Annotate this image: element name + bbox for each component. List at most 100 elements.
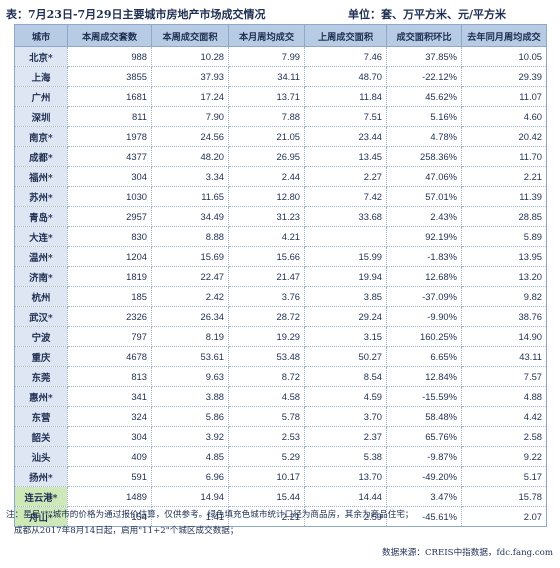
column-header-monthly-avg: 本月周均成交: [228, 24, 305, 47]
value-cell: 37.93: [151, 66, 229, 87]
column-header-weekly-units: 本周成交套数: [67, 24, 152, 47]
value-cell: 58.48%: [386, 406, 462, 427]
footnote-line-1: 注：星号"*"城市的价格为通过报价估算，仅供参考。绿色填充色城市统计口径为商品房…: [6, 510, 414, 520]
value-cell: 258.36%: [386, 146, 462, 167]
column-header-last-week-area: 上周成交面积: [304, 24, 387, 47]
value-cell: 7.90: [151, 106, 229, 127]
value-cell: 5.86: [151, 406, 229, 427]
city-cell: 东莞: [14, 366, 68, 387]
column-header-weekly-area: 本周成交面积: [151, 24, 229, 47]
value-cell: 11.39: [461, 186, 547, 207]
value-cell: 6.65%: [386, 346, 462, 367]
value-cell: 13.70: [304, 466, 387, 487]
value-cell: 409: [67, 446, 152, 467]
value-cell: 185: [67, 286, 152, 307]
value-cell: 4.59: [304, 386, 387, 407]
value-cell: 1681: [67, 86, 152, 107]
table-row: 舟山* 154 1.41 2.21 2.59 -45.61% 2.07: [14, 506, 547, 527]
value-cell: 13.20: [461, 266, 547, 287]
table-row: 连云港* 1489 14.94 15.44 14.44 3.47% 15.78: [14, 486, 547, 507]
value-cell: 7.88: [228, 106, 305, 127]
value-cell: 813: [67, 366, 152, 387]
table-row: 福州* 304 3.34 2.44 2.27 47.06% 2.21: [14, 166, 547, 187]
value-cell: 12.68%: [386, 266, 462, 287]
value-cell: 38.76: [461, 306, 547, 327]
city-cell: 福州*: [14, 166, 68, 187]
value-cell: 9.63: [151, 366, 229, 387]
column-header-last-year-avg: 去年同月周均成交: [461, 24, 547, 47]
value-cell: 4.42: [461, 406, 547, 427]
value-cell: 3.76: [228, 286, 305, 307]
value-cell: 12.84%: [386, 366, 462, 387]
value-cell: 13.71: [228, 86, 305, 107]
city-cell: 韶关: [14, 426, 68, 447]
value-cell: 304: [67, 426, 152, 447]
transaction-table: 城市 本周成交套数 本周成交面积 本月周均成交 上周成交面积 成交面积环比 去年…: [14, 24, 547, 527]
city-cell: 广州: [14, 86, 68, 107]
value-cell: 48.70: [304, 66, 387, 87]
table-row: 汕头 409 4.85 5.29 5.38 -9.87% 9.22: [14, 446, 547, 467]
value-cell: -49.20%: [386, 466, 462, 487]
table-row: 温州* 1204 15.69 15.66 15.99 -1.83% 13.95: [14, 246, 547, 267]
value-cell: 21.47: [228, 266, 305, 287]
value-cell: 26.95: [228, 146, 305, 167]
column-header-city: 城市: [14, 24, 68, 47]
value-cell: -45.61%: [386, 506, 462, 527]
value-cell: 160.25%: [386, 326, 462, 347]
value-cell: 8.88: [151, 226, 229, 247]
value-cell: 9.82: [461, 286, 547, 307]
value-cell: 21.05: [228, 126, 305, 147]
value-cell: 29.39: [461, 66, 547, 87]
value-cell: 4.78%: [386, 126, 462, 147]
value-cell: 2.07: [461, 506, 547, 527]
footnote-line-2: 成都从2017年8月14日起，启用"11+2"个城区成交数据；: [14, 526, 239, 536]
value-cell: 4377: [67, 146, 152, 167]
value-cell: 2.58: [461, 426, 547, 447]
table-row: 东莞 813 9.63 8.72 8.54 12.84% 7.57: [14, 366, 547, 387]
value-cell: 23.44: [304, 126, 387, 147]
city-cell: 重庆: [14, 346, 68, 367]
table-title: 表：7月23日-7月29日主要城市房地产市场成交情况: [6, 8, 266, 21]
table-row: 东营 324 5.86 5.78 3.70 58.48% 4.42: [14, 406, 547, 427]
value-cell: 4.85: [151, 446, 229, 467]
table-row: 重庆 4678 53.61 53.48 50.27 6.65% 43.11: [14, 346, 547, 367]
value-cell: 7.46: [304, 46, 387, 67]
value-cell: 92.19%: [386, 226, 462, 247]
table-row: 广州 1681 17.24 13.71 11.84 45.62% 11.07: [14, 86, 547, 107]
value-cell: 2.42: [151, 286, 229, 307]
city-cell: 武汉*: [14, 306, 68, 327]
value-cell: 2.21: [461, 166, 547, 187]
value-cell: 7.57: [461, 366, 547, 387]
value-cell: -9.87%: [386, 446, 462, 467]
value-cell: 341: [67, 386, 152, 407]
value-cell: 50.27: [304, 346, 387, 367]
value-cell: 2.59: [304, 506, 387, 527]
table-row: 济南* 1819 22.47 21.47 19.94 12.68% 13.20: [14, 266, 547, 287]
value-cell: 17.24: [151, 86, 229, 107]
value-cell: 8.54: [304, 366, 387, 387]
value-cell: -15.59%: [386, 386, 462, 407]
value-cell: -37.09%: [386, 286, 462, 307]
value-cell: 28.72: [228, 306, 305, 327]
city-cell: 舟山*: [14, 506, 68, 527]
value-cell: 5.29: [228, 446, 305, 467]
value-cell: 31.23: [228, 206, 305, 227]
value-cell: 53.48: [228, 346, 305, 367]
value-cell: 34.11: [228, 66, 305, 87]
value-cell: 47.06%: [386, 166, 462, 187]
value-cell: 65.76%: [386, 426, 462, 447]
value-cell: 5.78: [228, 406, 305, 427]
table-body: 北京* 988 10.28 7.99 7.46 37.85% 10.05 上海 3855 37.9…: [14, 46, 547, 527]
value-cell: 3.70: [304, 406, 387, 427]
value-cell: 15.66: [228, 246, 305, 267]
value-cell: 15.78: [461, 486, 547, 507]
value-cell: 43.11: [461, 346, 547, 367]
value-cell: 11.65: [151, 186, 229, 207]
value-cell: 4.58: [228, 386, 305, 407]
city-cell: 温州*: [14, 246, 68, 267]
value-cell: 3.85: [304, 286, 387, 307]
value-cell: 11.70: [461, 146, 547, 167]
table-row: 扬州* 591 6.96 10.17 13.70 -49.20% 5.17: [14, 466, 547, 487]
value-cell: 10.28: [151, 46, 229, 67]
